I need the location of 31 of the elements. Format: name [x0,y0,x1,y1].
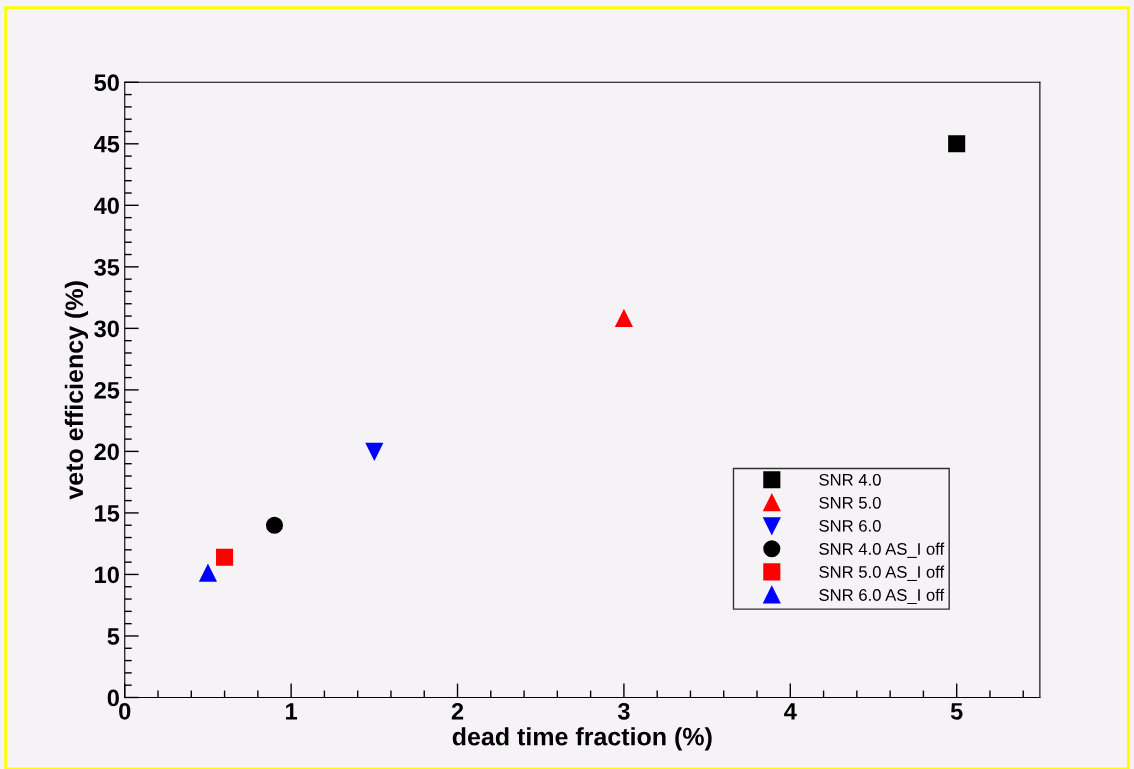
y-tick-label: 25 [94,381,120,399]
y-tick-label: 0 [107,689,119,707]
legend-label: SNR 6.0 AS_I off [819,588,945,605]
y-tick-label: 10 [95,566,119,584]
x-tick-label: 2 [451,702,464,720]
y-tick-label: 20 [94,443,119,461]
y-tick-label: 5 [107,628,120,645]
x-tick-label: 3 [617,702,630,720]
x-tick-label: 4 [784,703,797,720]
x-tick-label: 1 [286,703,298,720]
y-tick-label: 40 [93,197,119,215]
y-tick-label: 15 [95,505,120,522]
legend-label: SNR 4.0 [819,473,881,486]
point [199,564,217,582]
x-tick-label: 5 [950,703,963,720]
legend-label: SNR 4.0 AS_I off [819,542,945,558]
point [216,548,234,566]
y-tick-label: 30 [94,320,119,338]
x-tick-label: 0 [119,702,131,720]
y-tick-label: 35 [94,258,120,276]
legend-label: SNR 6.0 [819,519,881,532]
legend-label: SNR 5.0 AS_I off [819,565,945,581]
y-axis-title: veto efficiency (%) [64,281,89,500]
legend-label: SNR 5.0 [819,496,881,509]
point [365,442,383,460]
point [948,135,966,153]
point [265,516,284,534]
x-axis-title: dead time fraction (%) [452,727,712,751]
y-tick-label: 50 [94,74,119,92]
point [615,309,633,328]
y-tick-label: 45 [93,136,120,153]
